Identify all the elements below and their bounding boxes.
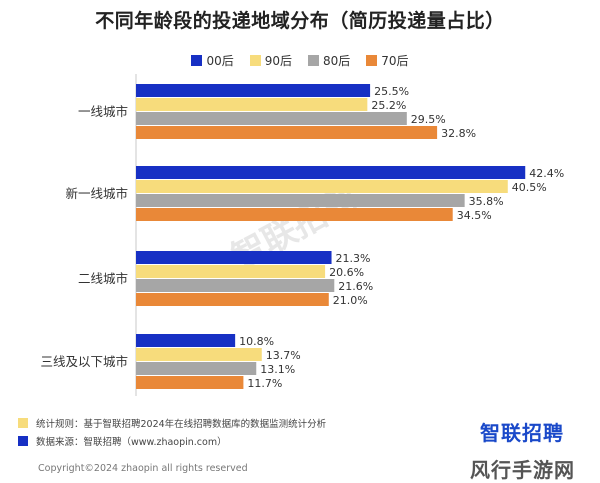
legend-label: 80后	[323, 54, 351, 68]
bar	[136, 126, 438, 139]
data-label: 21.6%	[338, 280, 373, 293]
bar	[136, 180, 508, 193]
bar	[136, 265, 326, 278]
data-label: 11.7%	[247, 377, 282, 390]
bar	[136, 98, 368, 111]
data-label: 21.0%	[333, 294, 368, 307]
bar	[136, 208, 453, 221]
legend-swatch	[191, 55, 203, 66]
data-label: 21.3%	[336, 252, 371, 265]
category-label: 一线城市	[78, 104, 128, 119]
bar	[136, 251, 332, 264]
rule-swatch	[18, 418, 28, 428]
data-label: 42.4%	[529, 167, 564, 180]
legend-label: 00后	[206, 54, 234, 68]
legend-label: 70后	[381, 54, 409, 68]
site-watermark: 风行手游网	[470, 458, 575, 482]
footer-rule-text: 统计规则：基于智联招聘2024年在线招聘数据库的数据监测统计分析	[36, 419, 327, 430]
bar	[136, 84, 371, 97]
bar	[136, 334, 236, 347]
data-label: 29.5%	[411, 113, 446, 126]
legend-label: 90后	[264, 54, 292, 68]
legend-swatch	[249, 55, 261, 66]
bar-chart: 智联招聘一线城市25.5%25.2%29.5%32.8%新一线城市42.4%40…	[40, 74, 564, 396]
legend-swatch	[366, 55, 378, 66]
data-label: 35.8%	[469, 195, 504, 208]
legend-item: 00后	[191, 52, 234, 69]
bar	[136, 166, 526, 179]
category-label: 新一线城市	[65, 186, 128, 201]
data-label: 10.8%	[239, 335, 274, 348]
bar	[136, 194, 465, 207]
data-label: 34.5%	[457, 209, 492, 222]
data-label: 32.8%	[441, 127, 476, 140]
bar	[136, 376, 244, 389]
category-label: 二线城市	[78, 271, 128, 286]
data-label: 25.5%	[374, 85, 409, 98]
category-label: 三线及以下城市	[40, 354, 128, 369]
zhaopin-logo: 智联招聘	[480, 421, 564, 445]
legend-item: 90后	[249, 52, 292, 69]
chart-legend: 00后 90后 80后 70后	[0, 52, 600, 69]
footer-rule: 统计规则：基于智联招聘2024年在线招聘数据库的数据监测统计分析	[18, 416, 326, 430]
data-label: 20.6%	[329, 266, 364, 279]
data-label: 13.7%	[266, 349, 301, 362]
footer-source: 数据来源：智联招聘（www.zhaopin.com）	[18, 434, 227, 448]
legend-swatch	[308, 55, 319, 66]
data-label: 40.5%	[512, 181, 547, 194]
copyright: Copyright©2024 zhaopin all rights reserv…	[38, 463, 248, 474]
bar	[136, 112, 407, 125]
bar	[136, 362, 257, 375]
footer-source-text: 数据来源：智联招聘（www.zhaopin.com）	[36, 437, 227, 448]
data-label: 25.2%	[371, 99, 406, 112]
chart-title: 不同年龄段的投递地域分布（简历投递量占比）	[95, 10, 505, 32]
bar	[136, 279, 335, 292]
source-swatch	[18, 436, 28, 446]
legend-item: 70后	[366, 52, 409, 69]
bar	[136, 348, 262, 361]
bar	[136, 293, 329, 306]
data-label: 13.1%	[260, 363, 295, 376]
legend-item: 80后	[308, 52, 350, 69]
